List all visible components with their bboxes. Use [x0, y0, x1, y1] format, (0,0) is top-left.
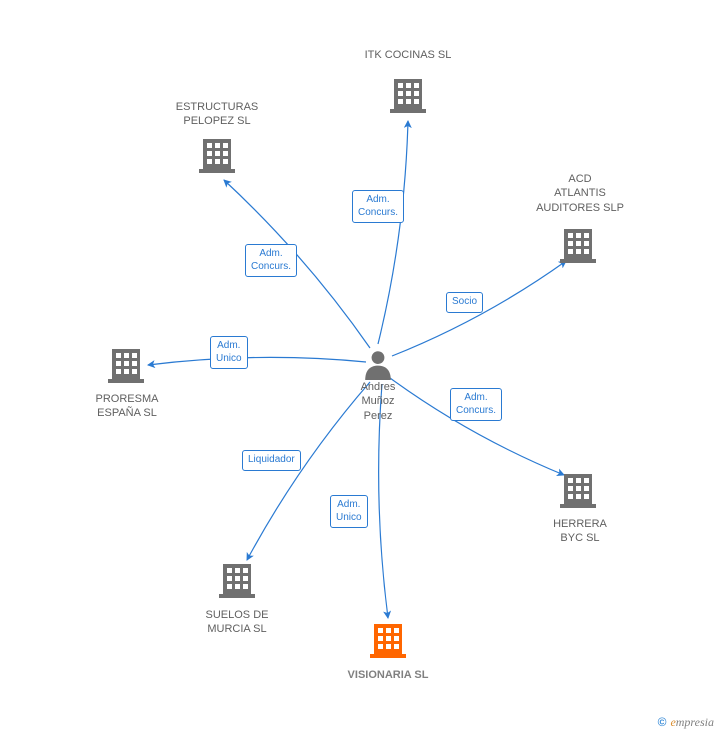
edge-proresma [148, 357, 366, 365]
edge-suelos [247, 382, 370, 560]
edge-visionaria [379, 384, 388, 618]
copyright-footer: ©empresia [658, 715, 714, 730]
edge-acd [392, 261, 566, 356]
edge-herrera [390, 378, 564, 475]
copyright-symbol: © [658, 715, 667, 729]
edge-itk [378, 121, 408, 344]
edge-estruct [224, 180, 370, 348]
brand-rest: mpresia [676, 715, 714, 729]
network-svg [0, 0, 728, 740]
